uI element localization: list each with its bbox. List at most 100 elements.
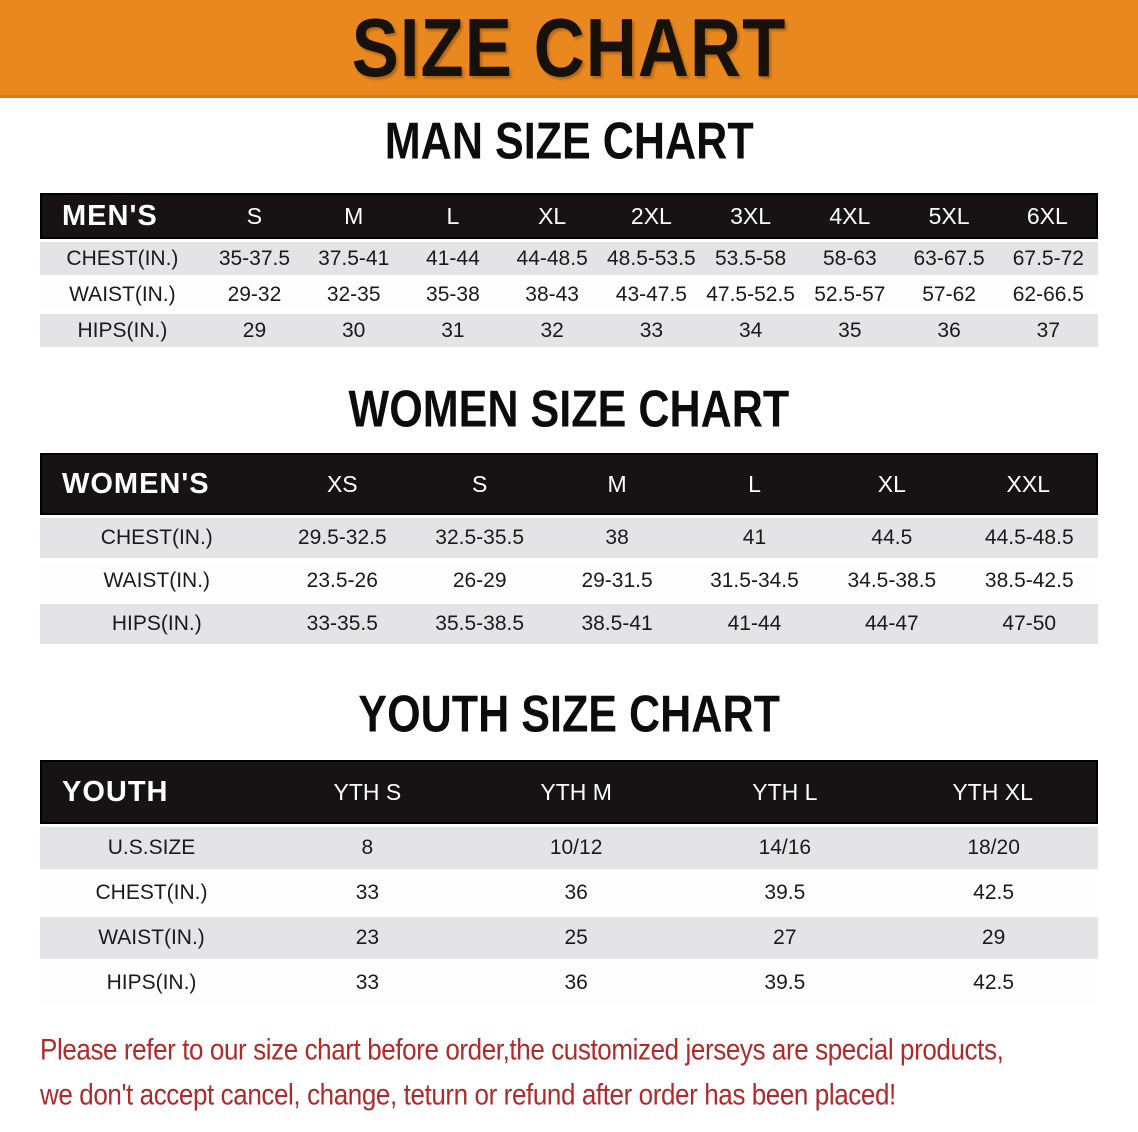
table-cell: 42.5: [889, 872, 1098, 914]
table-cell: 44-48.5: [502, 242, 602, 275]
table-header-row: WOMEN'S XS S M L XL XXL: [40, 453, 1098, 515]
row-label: WAIST(IN.): [40, 917, 264, 959]
table-cell: 35.5-38.5: [410, 604, 549, 644]
column-header: YTH L: [680, 760, 890, 824]
column-header: 2XL: [601, 193, 701, 239]
banner-title: SIZE CHART: [351, 1, 787, 94]
row-label: WAIST(IN.): [40, 561, 274, 601]
table-cell: 48.5-53.5: [601, 242, 701, 275]
table-cell: 52.5-57: [800, 278, 900, 311]
table-cell: 30: [304, 314, 404, 347]
men-section-title: MAN SIZE CHART: [0, 115, 1138, 167]
size-chart-banner: SIZE CHART: [0, 0, 1138, 98]
column-header: L: [685, 453, 824, 515]
table-cell: 14/16: [680, 827, 890, 869]
table-cell: 33: [601, 314, 701, 347]
disclaimer-line-2: we don't accept cancel, change, teturn o…: [40, 1076, 896, 1112]
disclaimer-line-1: Please refer to our size chart before or…: [40, 1031, 1004, 1067]
table-cell: 44-47: [823, 604, 961, 644]
table-row: HIPS(IN.) 33-35.5 35.5-38.5 38.5-41 41-44 44-…: [40, 604, 1098, 644]
table-cell: 18/20: [889, 827, 1098, 869]
table-cell: 35-37.5: [204, 242, 305, 275]
table-row: HIPS(IN.) 33 36 39.5 42.5: [40, 962, 1098, 1004]
table-cell: 34: [701, 314, 801, 347]
table-cell: 53.5-58: [701, 242, 801, 275]
table-cell: 36: [471, 872, 681, 914]
table-corner-label: MEN'S: [40, 193, 205, 239]
row-label: CHEST(IN.): [40, 242, 205, 275]
row-label: HIPS(IN.): [40, 962, 264, 1004]
table-row: WAIST(IN.) 29-32 32-35 35-38 38-43 43-47.5 47.…: [40, 278, 1098, 311]
table-cell: 29-31.5: [548, 561, 686, 601]
table-cell: 36: [899, 314, 999, 347]
table-cell: 57-62: [899, 278, 999, 311]
table-cell: 37: [998, 314, 1098, 347]
youth-size-table: YOUTH YTH S YTH M YTH L YTH XL U.S.SIZE 8 10/12…: [40, 757, 1098, 1007]
column-header: 4XL: [800, 193, 900, 239]
row-label: HIPS(IN.): [40, 604, 274, 644]
table-corner-label: YOUTH: [40, 760, 264, 824]
table-cell: 41-44: [685, 604, 824, 644]
men-section-title-text: MAN SIZE CHART: [384, 112, 754, 171]
table-cell: 44.5: [823, 518, 961, 558]
column-header: YTH XL: [889, 760, 1098, 824]
table-cell: 44.5-48.5: [960, 518, 1098, 558]
table-cell: 42.5: [889, 962, 1098, 1004]
table-cell: 29: [204, 314, 305, 347]
table-cell: 34.5-38.5: [823, 561, 961, 601]
youth-section-title: YOUTH SIZE CHART: [0, 688, 1138, 740]
table-row: CHEST(IN.) 35-37.5 37.5-41 41-44 44-48.5 48.5…: [40, 242, 1098, 275]
table-cell: 38: [548, 518, 686, 558]
table-cell: 33: [263, 962, 472, 1004]
table-header-row: YOUTH YTH S YTH M YTH L YTH XL: [40, 760, 1098, 824]
table-cell: 39.5: [680, 872, 890, 914]
column-header: YTH S: [263, 760, 472, 824]
row-label: CHEST(IN.): [40, 518, 274, 558]
column-header: XXL: [960, 453, 1098, 515]
disclaimer-note: Please refer to our size chart before or…: [40, 1027, 1098, 1117]
table-cell: 32: [502, 314, 602, 347]
column-header: 3XL: [701, 193, 801, 239]
column-header: S: [204, 193, 305, 239]
column-header: M: [548, 453, 686, 515]
table-cell: 47.5-52.5: [701, 278, 801, 311]
table-row: CHEST(IN.) 29.5-32.5 32.5-35.5 38 41 44.5 44.5…: [40, 518, 1098, 558]
row-label: U.S.SIZE: [40, 827, 264, 869]
table-cell: 29-32: [204, 278, 305, 311]
women-section-title: WOMEN SIZE CHART: [0, 383, 1138, 435]
table-cell: 41-44: [403, 242, 503, 275]
table-cell: 39.5: [680, 962, 890, 1004]
youth-section-title-text: YOUTH SIZE CHART: [358, 685, 780, 744]
table-cell: 10/12: [471, 827, 681, 869]
table-cell: 41: [685, 518, 824, 558]
table-cell: 38.5-42.5: [960, 561, 1098, 601]
women-section-title-text: WOMEN SIZE CHART: [348, 380, 790, 439]
table-cell: 31: [403, 314, 503, 347]
table-cell: 62-66.5: [998, 278, 1098, 311]
table-cell: 58-63: [800, 242, 900, 275]
table-cell: 38.5-41: [548, 604, 686, 644]
table-cell: 31.5-34.5: [685, 561, 824, 601]
table-cell: 33-35.5: [273, 604, 411, 644]
column-header: XL: [502, 193, 602, 239]
table-cell: 23.5-26: [273, 561, 411, 601]
table-row: HIPS(IN.) 29 30 31 32 33 34 35 36 37: [40, 314, 1098, 347]
table-row: CHEST(IN.) 33 36 39.5 42.5: [40, 872, 1098, 914]
table-cell: 29: [889, 917, 1098, 959]
row-label: HIPS(IN.): [40, 314, 205, 347]
column-header: 6XL: [998, 193, 1098, 239]
table-cell: 47-50: [960, 604, 1098, 644]
column-header: S: [410, 453, 549, 515]
table-row: U.S.SIZE 8 10/12 14/16 18/20: [40, 827, 1098, 869]
column-header: YTH M: [471, 760, 681, 824]
table-cell: 63-67.5: [899, 242, 999, 275]
column-header: L: [403, 193, 503, 239]
table-cell: 8: [263, 827, 472, 869]
column-header: XS: [273, 453, 411, 515]
table-cell: 26-29: [410, 561, 549, 601]
table-cell: 25: [471, 917, 681, 959]
table-cell: 29.5-32.5: [273, 518, 411, 558]
table-cell: 37.5-41: [304, 242, 404, 275]
table-row: WAIST(IN.) 23 25 27 29: [40, 917, 1098, 959]
